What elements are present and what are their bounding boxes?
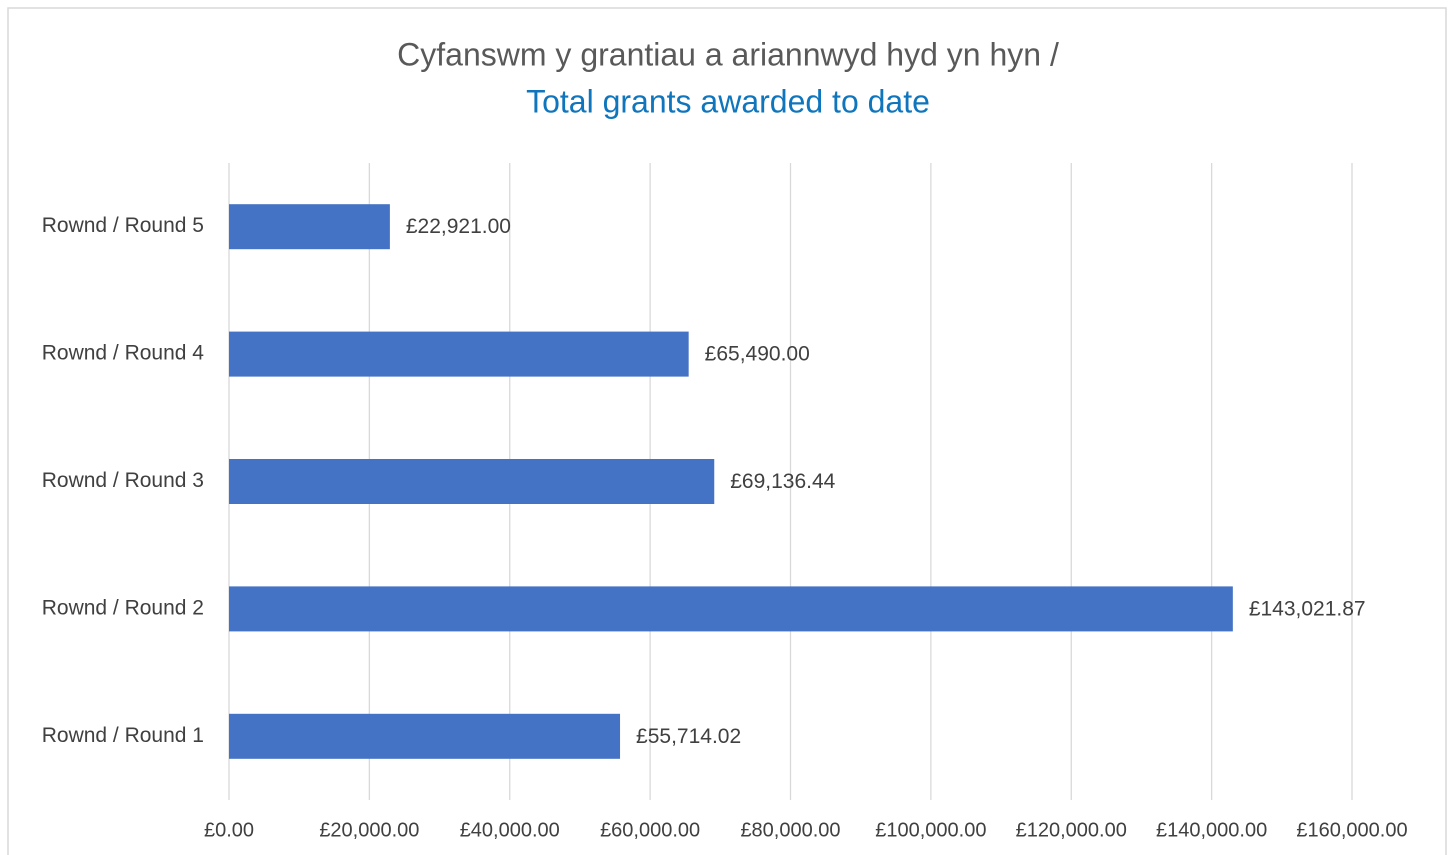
data-label: £22,921.00: [406, 215, 511, 238]
y-tick-label: Rownd / Round 2: [42, 596, 204, 619]
bar: [229, 204, 390, 250]
data-label: £143,021.87: [1249, 597, 1366, 620]
x-tick-label: £0.00: [204, 819, 254, 841]
y-tick-label: Rownd / Round 4: [42, 342, 205, 365]
data-label: £69,136.44: [730, 470, 835, 493]
x-tick-label: £40,000.00: [460, 819, 560, 841]
x-tick-label: £80,000.00: [740, 819, 840, 841]
bar: [229, 331, 689, 377]
y-tick-label: Rownd / Round 5: [42, 214, 204, 237]
chart-subtitle: Total grants awarded to date: [526, 83, 930, 119]
bar: [229, 459, 715, 504]
bar: [229, 713, 621, 759]
chart-title: Cyfanswm y grantiau a ariannwyd hyd yn h…: [397, 36, 1059, 72]
x-tick-label: £20,000.00: [319, 819, 419, 841]
bar: [229, 586, 1233, 632]
x-tick-label: £60,000.00: [600, 819, 700, 841]
y-tick-label: Rownd / Round 1: [42, 724, 204, 747]
y-tick-label: Rownd / Round 3: [42, 469, 204, 492]
data-label: £65,490.00: [705, 343, 810, 366]
x-tick-label: £140,000.00: [1156, 819, 1267, 841]
data-label: £55,714.02: [636, 725, 741, 748]
x-tick-label: £100,000.00: [875, 819, 986, 841]
x-tick-label: £120,000.00: [1016, 819, 1127, 841]
x-tick-label: £160,000.00: [1296, 819, 1407, 841]
